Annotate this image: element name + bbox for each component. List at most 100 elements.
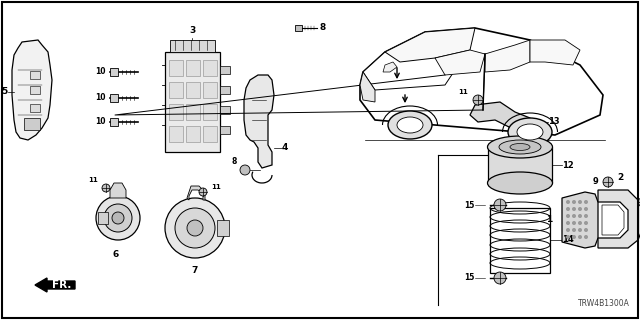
Bar <box>220 86 230 94</box>
Polygon shape <box>383 62 397 72</box>
Bar <box>220 126 230 134</box>
Bar <box>30 71 40 79</box>
Text: 9: 9 <box>592 178 598 187</box>
Polygon shape <box>470 102 535 135</box>
Polygon shape <box>530 40 580 65</box>
Circle shape <box>584 214 588 218</box>
Ellipse shape <box>499 140 541 154</box>
Bar <box>203 104 217 120</box>
Bar <box>203 82 217 98</box>
Bar <box>110 118 118 126</box>
Bar <box>110 94 118 102</box>
Bar <box>203 60 217 76</box>
Bar <box>186 82 200 98</box>
Circle shape <box>578 221 582 225</box>
Polygon shape <box>562 192 598 248</box>
Ellipse shape <box>488 136 552 158</box>
Polygon shape <box>360 28 603 135</box>
Text: 15: 15 <box>465 274 475 283</box>
Bar <box>217 220 229 236</box>
Circle shape <box>566 221 570 225</box>
Text: 10: 10 <box>95 93 106 102</box>
Bar <box>169 60 183 76</box>
Polygon shape <box>598 190 640 248</box>
Bar <box>186 60 200 76</box>
Bar <box>203 126 217 142</box>
Circle shape <box>494 272 506 284</box>
Polygon shape <box>385 28 475 62</box>
Circle shape <box>96 196 140 240</box>
Circle shape <box>494 199 506 211</box>
Ellipse shape <box>388 111 432 139</box>
Circle shape <box>566 228 570 232</box>
Ellipse shape <box>397 117 423 133</box>
Circle shape <box>473 95 483 105</box>
Text: 3: 3 <box>189 26 195 35</box>
Text: 10: 10 <box>95 117 106 126</box>
Circle shape <box>572 228 576 232</box>
Ellipse shape <box>517 124 543 140</box>
Circle shape <box>572 235 576 239</box>
Bar <box>220 66 230 74</box>
Polygon shape <box>110 183 126 198</box>
Text: 1: 1 <box>546 215 552 225</box>
Bar <box>30 104 40 112</box>
Text: 7: 7 <box>192 266 198 275</box>
FancyBboxPatch shape <box>170 40 215 52</box>
Polygon shape <box>435 50 485 75</box>
Bar <box>98 212 108 224</box>
Polygon shape <box>187 186 205 200</box>
Bar <box>165 52 220 152</box>
Text: 8: 8 <box>232 157 237 166</box>
Polygon shape <box>244 75 274 168</box>
Text: FR.: FR. <box>52 280 72 290</box>
FancyArrow shape <box>35 278 75 292</box>
Circle shape <box>578 200 582 204</box>
Bar <box>169 82 183 98</box>
Circle shape <box>187 220 203 236</box>
Text: 14: 14 <box>562 236 573 244</box>
Polygon shape <box>360 72 375 102</box>
Text: 2: 2 <box>617 173 623 182</box>
Text: 12: 12 <box>562 161 573 170</box>
Text: 15: 15 <box>465 201 475 210</box>
Circle shape <box>603 177 613 187</box>
Ellipse shape <box>510 143 530 150</box>
Circle shape <box>638 198 640 206</box>
Circle shape <box>566 200 570 204</box>
Circle shape <box>584 207 588 211</box>
Circle shape <box>566 235 570 239</box>
Circle shape <box>104 204 132 232</box>
Text: 10: 10 <box>95 68 106 76</box>
Text: 5: 5 <box>2 87 8 97</box>
Circle shape <box>112 212 124 224</box>
Circle shape <box>240 165 250 175</box>
Circle shape <box>578 228 582 232</box>
Bar <box>30 86 40 94</box>
Circle shape <box>578 235 582 239</box>
Circle shape <box>165 198 225 258</box>
Ellipse shape <box>508 118 552 146</box>
Bar <box>490 208 550 273</box>
Bar <box>24 118 40 130</box>
Circle shape <box>566 207 570 211</box>
Circle shape <box>584 200 588 204</box>
Circle shape <box>199 188 207 196</box>
Circle shape <box>578 207 582 211</box>
Bar <box>488 147 552 183</box>
Text: 11: 11 <box>458 89 468 95</box>
Text: TRW4B1300A: TRW4B1300A <box>578 299 630 308</box>
Bar <box>169 104 183 120</box>
Bar <box>169 126 183 142</box>
Polygon shape <box>602 205 624 235</box>
Circle shape <box>578 214 582 218</box>
Circle shape <box>584 221 588 225</box>
Text: 8: 8 <box>319 23 325 33</box>
Text: 11: 11 <box>88 177 98 183</box>
Bar <box>110 68 118 76</box>
Circle shape <box>584 235 588 239</box>
Polygon shape <box>485 40 530 72</box>
Circle shape <box>566 214 570 218</box>
Circle shape <box>572 200 576 204</box>
Bar <box>186 104 200 120</box>
